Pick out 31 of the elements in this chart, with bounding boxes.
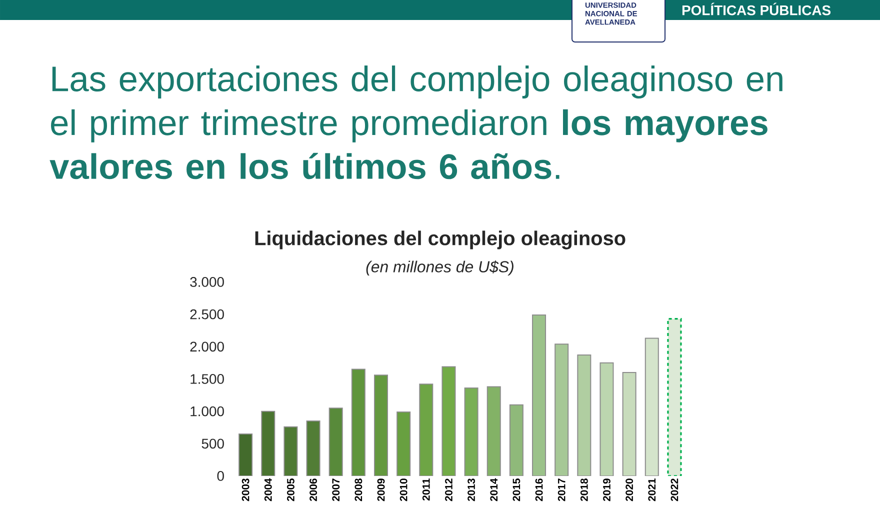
y-tick-label: 2.500 xyxy=(190,309,224,320)
x-tick-label: 2007 xyxy=(332,478,340,502)
x-tick-label: 2019 xyxy=(603,478,610,502)
x-tick-label: 2003 xyxy=(242,478,250,502)
y-tick-label: 0 xyxy=(217,471,224,481)
text: POLÍTICAS PÚBLICAS xyxy=(682,2,831,16)
chart-title: Las exportaciones del complejo oleaginoso en el primer trimestre promediaron los mayores valores en los últimos 6 años. xyxy=(50,65,782,180)
x-tick-label: 2017 xyxy=(558,478,566,502)
x-tick-label: 2014 xyxy=(490,478,498,502)
x-tick-label: 2015 xyxy=(512,478,520,502)
x-tick-label: 2008 xyxy=(354,478,362,502)
x-tick-label: 2018 xyxy=(580,478,588,502)
x-tick-label: 2010 xyxy=(400,478,408,502)
x-tick-label: 2020 xyxy=(626,478,634,502)
y-tick-label: 3.000 xyxy=(190,277,224,287)
x-tick-label: 2005 xyxy=(287,478,294,502)
x-tick-label: 2011 xyxy=(422,478,430,501)
y-tick-label: 1.000 xyxy=(190,406,224,416)
x-tick-label: 2013 xyxy=(468,478,476,502)
x-tick-label: 2009 xyxy=(377,478,385,502)
y-tick-label: 2.000 xyxy=(190,342,224,352)
y-tick-label: 1.500 xyxy=(190,374,224,384)
x-tick-label: 2012 xyxy=(445,478,452,502)
y-tick-label: 500 xyxy=(202,438,224,449)
x-tick-label: 2016 xyxy=(535,478,543,502)
chart-subtitle: Liquidaciones del complejo oleaginoso xyxy=(255,230,626,250)
x-tick-label: 2006 xyxy=(310,478,317,502)
x-tick-label: 2004 xyxy=(264,478,272,502)
x-tick-label: 2021 xyxy=(648,478,656,502)
y-axis-title: (en millones de U$S) xyxy=(366,260,514,276)
x-tick-label: 2022 xyxy=(670,478,678,502)
